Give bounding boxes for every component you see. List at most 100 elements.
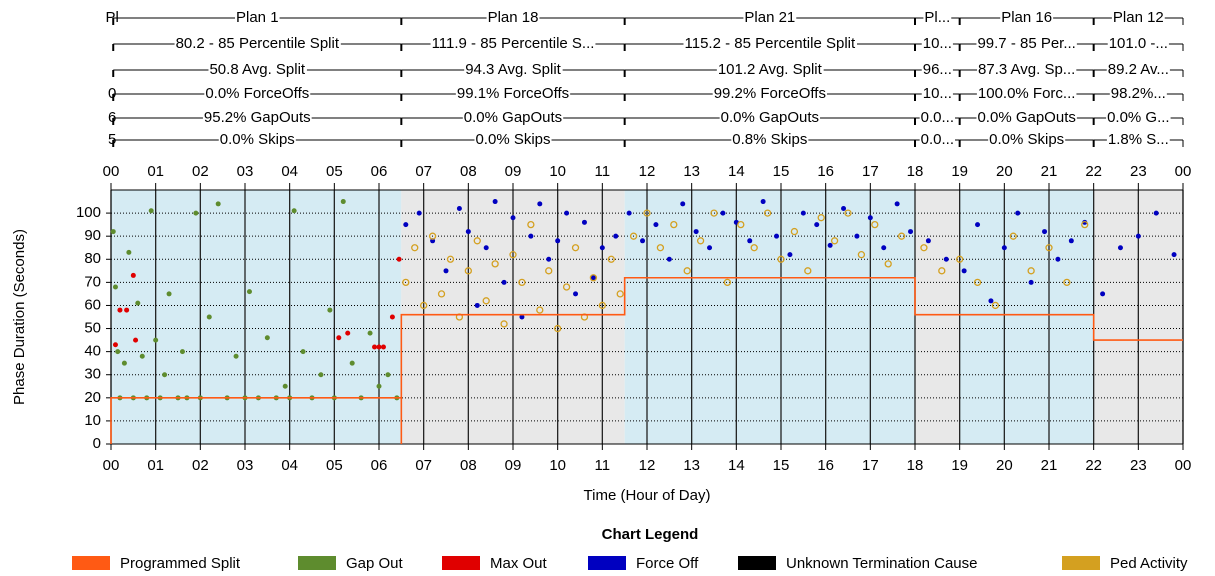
plan-name: Plan 12 bbox=[1113, 9, 1164, 26]
point bbox=[653, 222, 659, 228]
plan-label-bg bbox=[208, 60, 307, 78]
point bbox=[607, 255, 615, 263]
point bbox=[1117, 245, 1123, 251]
point bbox=[126, 249, 132, 255]
point bbox=[884, 260, 892, 268]
plan-avg: 101.2 Avg. Split bbox=[718, 61, 823, 78]
point bbox=[474, 302, 480, 308]
y-tick-label: 0 bbox=[93, 435, 101, 452]
plan-percentile: 101.0 -... bbox=[1109, 35, 1168, 52]
plan-label-bg bbox=[921, 60, 953, 78]
point bbox=[443, 268, 449, 274]
point bbox=[403, 222, 409, 228]
plan-label-bg bbox=[743, 8, 797, 26]
point bbox=[1081, 220, 1089, 229]
plan-label-bg bbox=[106, 130, 118, 148]
point bbox=[110, 229, 116, 235]
x-tick-label-top: 05 bbox=[326, 163, 343, 180]
point bbox=[282, 383, 288, 389]
plan-label-bg bbox=[1106, 130, 1170, 148]
legend-swatch bbox=[298, 556, 336, 570]
point bbox=[723, 278, 732, 287]
y-tick-label: 90 bbox=[84, 227, 101, 244]
plan-percentile: 10... bbox=[923, 35, 952, 52]
legend-swatch bbox=[442, 556, 480, 570]
x-tick-label: 22 bbox=[1085, 457, 1102, 474]
plan-label-bg bbox=[104, 8, 120, 26]
plan-label-bg bbox=[976, 34, 1077, 52]
point bbox=[336, 335, 342, 341]
x-axis-label: Time (Hour of Day) bbox=[584, 487, 711, 504]
point bbox=[233, 353, 239, 359]
point bbox=[340, 199, 346, 205]
point bbox=[1153, 210, 1159, 216]
x-tick-label-top: 01 bbox=[147, 163, 164, 180]
point bbox=[482, 297, 490, 305]
plan-forceoffs: 98.2%... bbox=[1111, 85, 1166, 102]
point bbox=[396, 256, 402, 262]
point bbox=[760, 199, 766, 205]
plan-label-bg bbox=[455, 84, 571, 102]
y-tick-label: 70 bbox=[84, 273, 101, 290]
plan-label-bg bbox=[977, 60, 1077, 78]
plan-band bbox=[624, 190, 915, 444]
point bbox=[510, 215, 516, 221]
point bbox=[814, 222, 820, 228]
point bbox=[546, 256, 552, 262]
point bbox=[867, 215, 873, 221]
point bbox=[1027, 267, 1035, 275]
x-tick-label: 10 bbox=[549, 457, 566, 474]
point bbox=[894, 201, 900, 207]
plan-forceoffs: 99.1% ForceOffs bbox=[457, 85, 569, 102]
point bbox=[545, 267, 553, 275]
point bbox=[148, 208, 154, 214]
point bbox=[640, 238, 646, 244]
plan-percentile: 111.9 - 85 Percentile S... bbox=[432, 35, 595, 52]
point bbox=[345, 330, 351, 336]
plan-label-bg bbox=[919, 108, 956, 126]
plan-forceoffs: 100.0% Forc... bbox=[978, 85, 1076, 102]
plan-label-bg bbox=[202, 108, 312, 126]
point bbox=[581, 219, 587, 225]
point bbox=[943, 256, 949, 262]
y-tick-label: 50 bbox=[84, 320, 101, 337]
point bbox=[961, 268, 967, 274]
point bbox=[817, 214, 825, 222]
point bbox=[112, 284, 118, 290]
point bbox=[528, 233, 534, 239]
x-tick-label: 07 bbox=[415, 457, 432, 474]
plan-name: Pl bbox=[105, 9, 118, 26]
point bbox=[1068, 238, 1074, 244]
x-tick-label-top: 00 bbox=[1175, 163, 1192, 180]
point bbox=[300, 349, 306, 355]
point bbox=[121, 360, 127, 366]
plan-forceoffs: 0.0% ForceOffs bbox=[205, 85, 309, 102]
point bbox=[975, 222, 981, 228]
legend-label: Force Off bbox=[636, 555, 699, 572]
x-tick-label: 01 bbox=[147, 457, 164, 474]
plan-skips: 0.8% Skips bbox=[732, 131, 807, 148]
plan-label-bg bbox=[218, 130, 296, 148]
x-tick-label-top: 15 bbox=[773, 163, 790, 180]
point bbox=[589, 274, 598, 282]
plan-label-bg bbox=[1106, 108, 1171, 126]
point bbox=[367, 330, 373, 336]
y-tick-label: 20 bbox=[84, 389, 101, 406]
point bbox=[193, 210, 199, 216]
plan-avg: 94.3 Avg. Split bbox=[465, 61, 561, 78]
plan-avg: 87.3 Avg. Sp... bbox=[978, 61, 1075, 78]
point bbox=[956, 255, 964, 263]
plan-label-bg bbox=[921, 34, 953, 52]
point bbox=[590, 275, 596, 281]
x-tick-label: 19 bbox=[951, 457, 968, 474]
point bbox=[376, 344, 382, 350]
point bbox=[389, 314, 395, 320]
x-tick-label: 08 bbox=[460, 457, 477, 474]
plan-label-bg bbox=[474, 130, 552, 148]
x-tick-label-top: 02 bbox=[192, 163, 209, 180]
plan-label-bg bbox=[712, 84, 827, 102]
point bbox=[519, 314, 525, 320]
point bbox=[881, 245, 887, 251]
y-tick-label: 80 bbox=[84, 250, 101, 267]
point bbox=[555, 238, 561, 244]
